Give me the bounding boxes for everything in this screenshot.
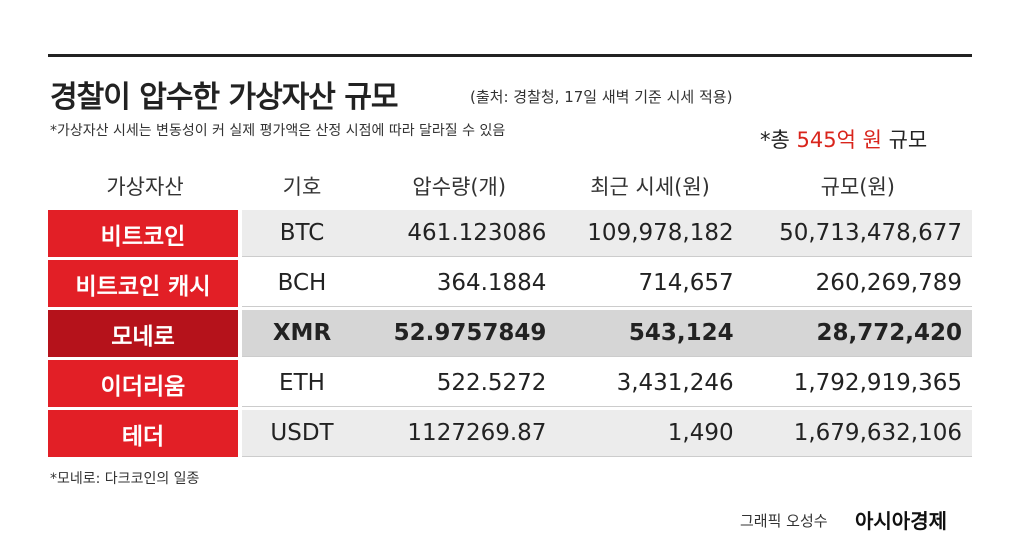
symbol: ETH [242, 360, 362, 407]
top-rule [48, 54, 972, 57]
asset-name: 비트코인 [48, 210, 242, 257]
column-header: 가상자산 [106, 175, 184, 199]
table-row: 이더리움 ETH 522.5272 3,431,246 1,792,919,365 [48, 360, 972, 407]
total-prefix: *총 [760, 128, 790, 152]
symbol: BTC [242, 210, 362, 257]
table-row: 모네로 XMR 52.9757849 543,124 28,772,420 [48, 310, 972, 357]
value-cell: 543,124 [556, 310, 744, 357]
column-header: 최근 시세(원) [590, 175, 710, 199]
value-cell: 50,713,478,677 [743, 210, 972, 257]
brand: 아시아경제 [855, 509, 947, 533]
title: 경찰이 압수한 가상자산 규모 [50, 80, 399, 115]
value-cell: 1127269.87 [362, 410, 557, 457]
asset-name: 비트코인 캐시 [48, 260, 242, 307]
value-cell: 3,431,246 [556, 360, 744, 407]
note: *가상자산 시세는 변동성이 커 실제 평가액은 산정 시점에 따라 달라질 수… [50, 123, 506, 139]
asset-name: 이더리움 [48, 360, 242, 407]
asset-name: 모네로 [48, 310, 242, 357]
header-row: 가상자산 기호 압수량(개) 최근 시세(원) 규모(원) [48, 165, 972, 207]
value-cell: 28,772,420 [743, 310, 972, 357]
value-cell: 461.123086 [362, 210, 557, 257]
footnote: *모네로: 다크코인의 일종 [50, 471, 200, 487]
table-row: 비트코인 캐시 BCH 364.1884 714,657 260,269,789 [48, 260, 972, 307]
column-header: 압수량(개) [412, 175, 507, 199]
total-suffix: 규모 [888, 128, 928, 152]
source: (출처: 경찰청, 17일 새벽 기준 시세 적용) [470, 88, 733, 106]
value-cell: 1,490 [556, 410, 744, 457]
value-cell: 522.5272 [362, 360, 557, 407]
column-header: 규모(원) [820, 175, 895, 199]
symbol: USDT [242, 410, 362, 457]
table-row: 테더 USDT 1127269.87 1,490 1,679,632,106 [48, 410, 972, 457]
asset-table: 가상자산 기호 압수량(개) 최근 시세(원) 규모(원) 비트코인 BTC 461.123… [48, 162, 972, 460]
value-cell: 714,657 [556, 260, 744, 307]
value-cell: 1,679,632,106 [743, 410, 972, 457]
value-cell: 260,269,789 [743, 260, 972, 307]
symbol: BCH [242, 260, 362, 307]
asset-name: 테더 [48, 410, 242, 457]
total: *총 545억 원 규모 [760, 124, 927, 154]
value-cell: 52.9757849 [362, 310, 557, 357]
value-cell: 1,792,919,365 [743, 360, 972, 407]
credit: 그래픽 오성수 [740, 512, 828, 530]
table-row: 비트코인 BTC 461.123086 109,978,182 50,713,478,6… [48, 210, 972, 257]
total-amount: 545억 원 [796, 128, 882, 152]
column-header: 기호 [282, 175, 322, 199]
value-cell: 364.1884 [362, 260, 557, 307]
symbol: XMR [242, 310, 362, 357]
value-cell: 109,978,182 [556, 210, 744, 257]
